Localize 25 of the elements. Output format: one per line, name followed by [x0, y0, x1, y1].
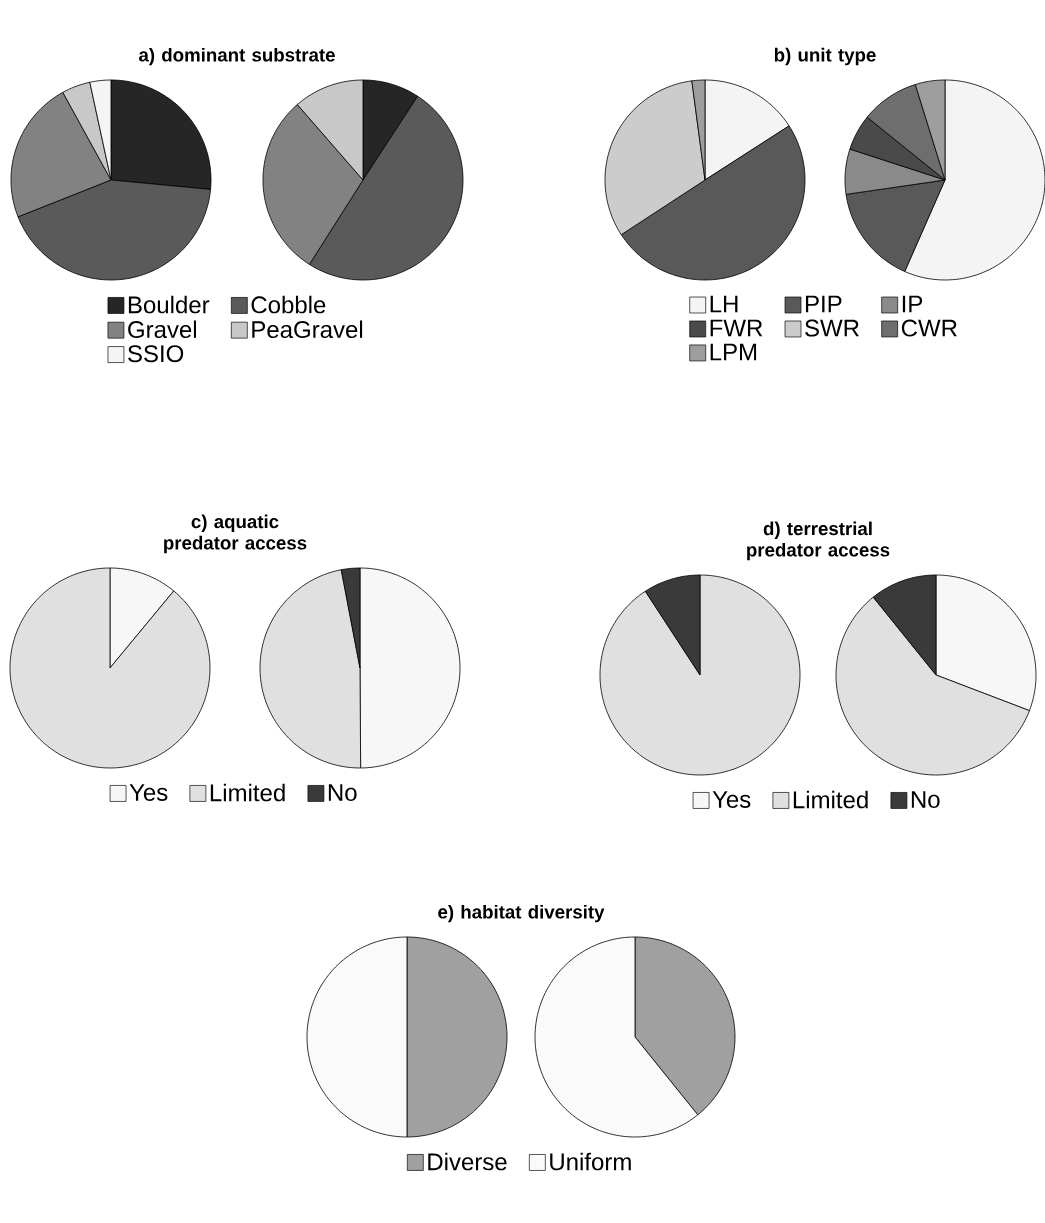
legend-label: LPM: [710, 343, 756, 361]
legend-label: PeaGravel: [252, 320, 362, 339]
legend-label: FWR: [710, 319, 763, 337]
chart-title: d) terrestrial predator access: [746, 521, 890, 561]
chart-title: c) aquatic predator access: [163, 514, 307, 554]
legend-label: Limited: [793, 790, 868, 809]
legend-label: No: [328, 784, 357, 801]
legend-label: Yes: [129, 784, 168, 801]
legend-label: Boulder: [128, 295, 210, 314]
legend-label: No: [911, 791, 940, 808]
legend-label: PIP: [805, 295, 842, 313]
legend-label: Diverse: [428, 1152, 507, 1171]
legend-label: LH: [710, 295, 738, 313]
legend-label: CWR: [901, 319, 957, 337]
chart-title: e) habitat diversity: [438, 904, 605, 923]
legend-label: Yes: [712, 791, 751, 808]
legend-label: SWR: [804, 319, 859, 337]
legend-label: Gravel: [127, 320, 196, 339]
legend-label: Uniform: [550, 1152, 631, 1171]
legend-label: Limited: [210, 783, 285, 802]
legend-label: SSIO: [127, 345, 183, 363]
legend-label: IP: [902, 295, 922, 313]
legend-label: Cobble: [251, 295, 326, 314]
chart-title: b) unit type: [774, 47, 876, 66]
chart-title: a) dominant substrate: [138, 47, 335, 66]
